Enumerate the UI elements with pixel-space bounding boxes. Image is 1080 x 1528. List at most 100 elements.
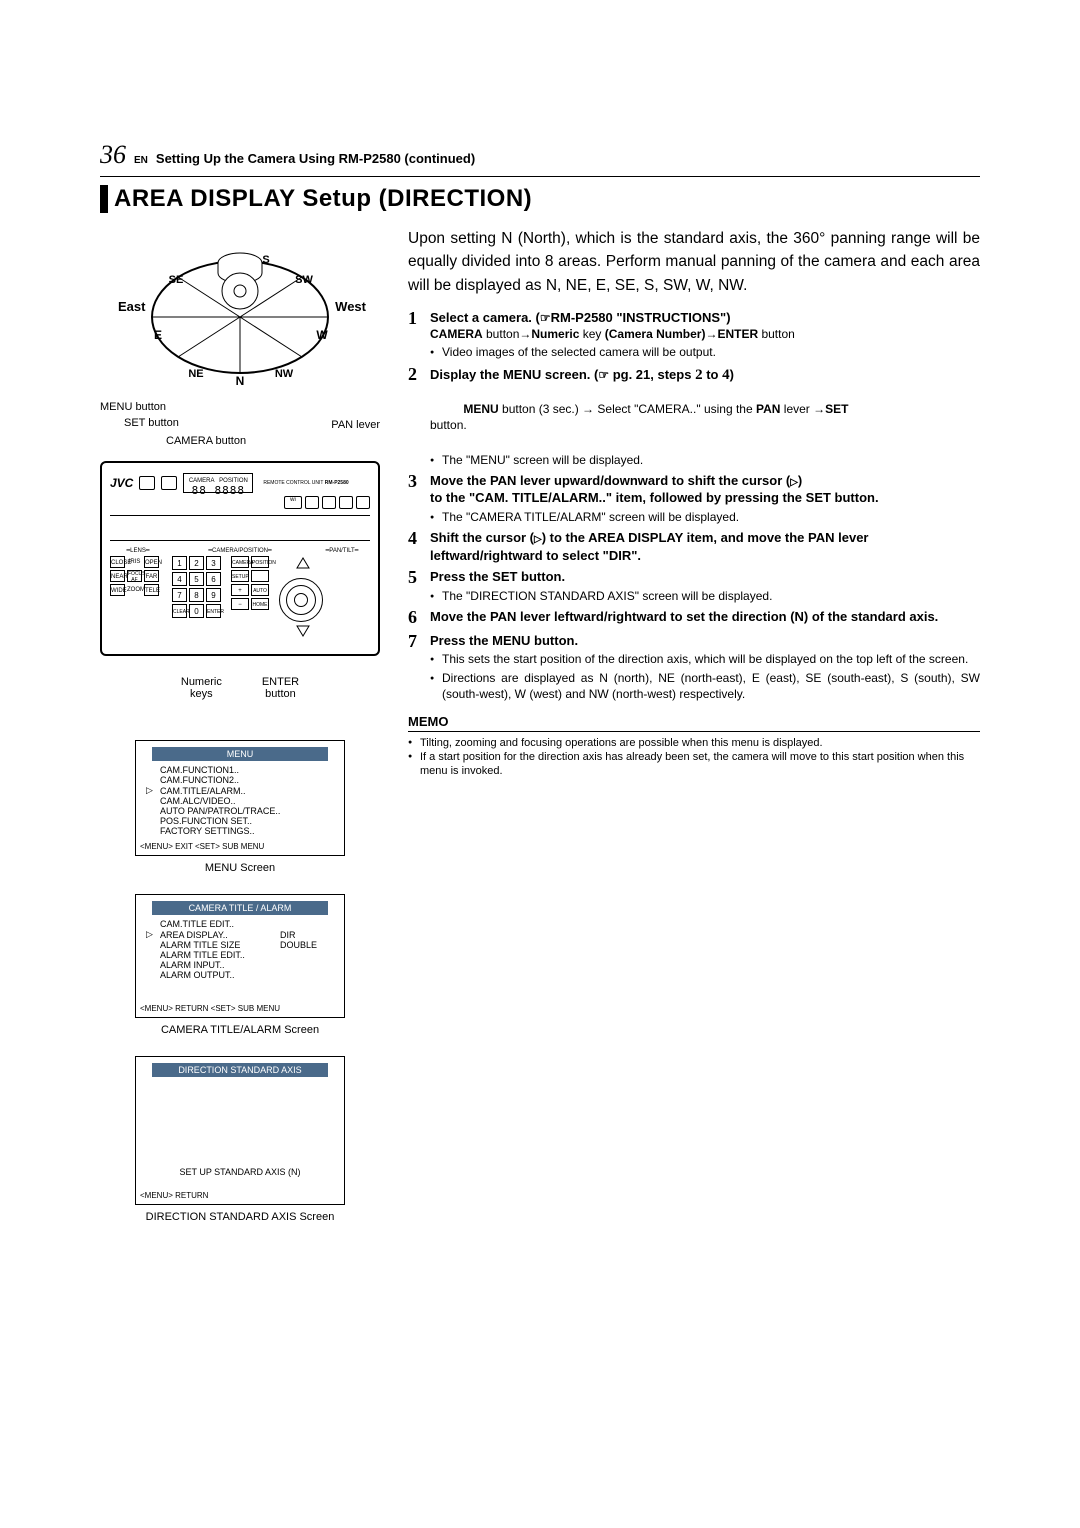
menu-item: CAM.ALC/VIDEO..: [146, 796, 334, 806]
remote-ctrl-col: CAMERAPOSITION SETUP +AUTO −HOME: [231, 556, 269, 612]
svg-text:N: N: [236, 374, 245, 387]
menu-item: CAM.FUNCTION1..: [146, 765, 334, 775]
section-title-row: AREA DISPLAY Setup (DIRECTION): [100, 185, 980, 213]
remote-display: CAMERA POSITION 88 8888: [183, 473, 253, 493]
step-1-bullet: Video images of the selected camera will…: [430, 344, 980, 360]
memo-body: Tilting, zooming and focusing operations…: [408, 736, 980, 779]
svg-text:NW: NW: [275, 368, 294, 380]
bullet-icon: [430, 588, 438, 604]
bullet-icon: [408, 750, 416, 779]
remote-callouts: MENU button SET button CAMERA button PAN…: [100, 401, 380, 457]
menu-screen-header: MENU: [152, 747, 328, 761]
remote-lens-col: CLOSEIRISOPEN NEARFOCUSAFFAR WIDEZOOMTEL…: [110, 556, 162, 598]
step-number-icon: 2: [408, 365, 424, 468]
compass-east-label: East: [118, 299, 145, 314]
step-7-title: Press the MENU button.: [430, 632, 980, 650]
step-7-bullet-2: Directions are displayed as N (north), N…: [430, 670, 980, 702]
title-alarm-item: ALARM OUTPUT..: [146, 970, 334, 980]
page-en: EN: [134, 155, 148, 166]
triangle-right-icon: ▷: [534, 534, 542, 545]
step-6: 6 Move the PAN lever leftward/rightward …: [408, 608, 980, 628]
remote-brand: JVC: [110, 476, 133, 490]
step-2-line2: MENU button (3 sec.) → Select "CAMERA.."…: [430, 385, 980, 450]
remote-menu-btn: [139, 476, 155, 490]
compass-diagram: East West N: [120, 227, 360, 387]
step-7-bullet-1: This sets the start position of the dire…: [430, 651, 980, 667]
step-number-icon: 1: [408, 309, 424, 361]
page-header-title: Setting Up the Camera Using RM-P2580 (co…: [156, 151, 475, 166]
step-number-icon: 7: [408, 632, 424, 702]
step-2-title: Display the MENU screen. (☞ pg. 21, step…: [430, 365, 980, 385]
bullet-icon: [430, 509, 438, 525]
direction-caption: DIRECTION STANDARD AXIS Screen: [100, 1211, 380, 1223]
step-5-title: Press the SET button.: [430, 568, 980, 586]
remote-campos-label: ━CAMERA/POSITION━: [172, 547, 308, 554]
section-title: AREA DISPLAY Setup (DIRECTION): [114, 185, 532, 213]
svg-text:NE: NE: [188, 368, 203, 380]
menu-screen-footer: <MENU> EXIT <SET> SUB MENU: [136, 842, 344, 851]
remote-small-btn: [305, 496, 319, 509]
step-6-title: Move the PAN lever leftward/rightward to…: [430, 608, 980, 626]
remote-small-btn: [356, 496, 370, 509]
title-alarm-footer: <MENU> RETURN <SET> SUB MENU: [136, 1004, 344, 1013]
svg-text:S: S: [262, 254, 269, 266]
remote-diagram: JVC CAMERA POSITION 88 8888 REMOTE CONTR…: [100, 461, 380, 656]
intro-paragraph: Upon setting N (North), which is the sta…: [408, 227, 980, 297]
step-2-bullet: The "MENU" screen will be displayed.: [430, 452, 980, 468]
step-3-title: Move the PAN lever upward/downward to sh…: [430, 472, 980, 507]
title-alarm-panel: CAMERA TITLE / ALARM CAM.TITLE EDIT..▷AR…: [135, 894, 345, 1018]
remote-small-btn: [322, 496, 336, 509]
remote-joystick: [279, 556, 327, 640]
menu-screen-panel: MENU CAM.FUNCTION1..CAM.FUNCTION2..▷CAM.…: [135, 740, 345, 856]
callout-camera-button: CAMERA button: [166, 435, 246, 447]
svg-text:SE: SE: [169, 274, 184, 286]
direction-setup-line: SET UP STANDARD AXIS (N): [136, 1167, 344, 1177]
remote-bottom-callouts: Numeric keys ENTER button: [100, 676, 380, 700]
step-1-line2: CAMERA button→Numeric key (Camera Number…: [430, 326, 980, 342]
title-alarm-header: CAMERA TITLE / ALARM: [152, 901, 328, 915]
memo-rule: [408, 731, 980, 732]
title-alarm-item: ALARM INPUT..: [146, 960, 334, 970]
step-4: 4 Shift the cursor (▷) to the AREA DISPL…: [408, 529, 980, 564]
bullet-icon: [408, 736, 416, 750]
compass-west-label: West: [335, 299, 366, 314]
direction-panel: DIRECTION STANDARD AXIS SET UP STANDARD …: [135, 1056, 345, 1205]
callout-set-button: SET button: [124, 417, 179, 429]
remote-model-label: REMOTE CONTROL UNIT RM-P2580: [263, 480, 348, 486]
step-number-icon: 3: [408, 472, 424, 525]
title-alarm-item: CAM.TITLE EDIT..: [146, 919, 334, 929]
direction-footer: <MENU> RETURN: [136, 1191, 344, 1200]
step-3: 3 Move the PAN lever upward/downward to …: [408, 472, 980, 525]
step-5-bullet: The "DIRECTION STANDARD AXIS" screen wil…: [430, 588, 980, 604]
svg-text:W: W: [316, 328, 328, 342]
step-2: 2 Display the MENU screen. (☞ pg. 21, st…: [408, 365, 980, 468]
title-alarm-item: ALARM TITLE SIZEDOUBLE: [146, 940, 334, 950]
bullet-icon: [430, 344, 438, 360]
remote-pantilt-label: ━PAN/TILT━: [314, 547, 370, 554]
menu-item: ▷CAM.TITLE/ALARM..: [146, 785, 334, 796]
step-number-icon: 5: [408, 568, 424, 604]
callout-pan-lever: PAN lever: [331, 419, 380, 431]
step-number-icon: 6: [408, 608, 424, 628]
menu-item: CAM.FUNCTION2..: [146, 775, 334, 785]
bullet-icon: [430, 651, 438, 667]
svg-text:E: E: [154, 328, 162, 342]
bullet-icon: [430, 452, 438, 468]
memo-heading: MEMO: [408, 714, 980, 729]
remote-small-btn: [339, 496, 353, 509]
step-1: 1 Select a camera. (☞RM-P2580 "INSTRUCTI…: [408, 309, 980, 361]
pointing-hand-icon: ☞: [540, 310, 551, 326]
step-5: 5 Press the SET button. The "DIRECTION S…: [408, 568, 980, 604]
remote-numpad: 123 456 789 CLEAR0ENTER: [172, 556, 221, 620]
title-alarm-item: ALARM TITLE EDIT..: [146, 950, 334, 960]
remote-lens-label: ━LENS━: [110, 547, 166, 554]
step-number-icon: 4: [408, 529, 424, 564]
remote-set-btn: [161, 476, 177, 490]
menu-item: AUTO PAN/PATROL/TRACE..: [146, 806, 334, 816]
callout-numeric-keys: Numeric keys: [181, 676, 222, 700]
direction-header: DIRECTION STANDARD AXIS: [152, 1063, 328, 1077]
page-number: 36: [100, 140, 126, 170]
title-alarm-item: ▷AREA DISPLAY..DIR: [146, 929, 334, 940]
callout-enter-button: ENTER button: [262, 676, 299, 700]
title-alarm-caption: CAMERA TITLE/ALARM Screen: [100, 1024, 380, 1036]
